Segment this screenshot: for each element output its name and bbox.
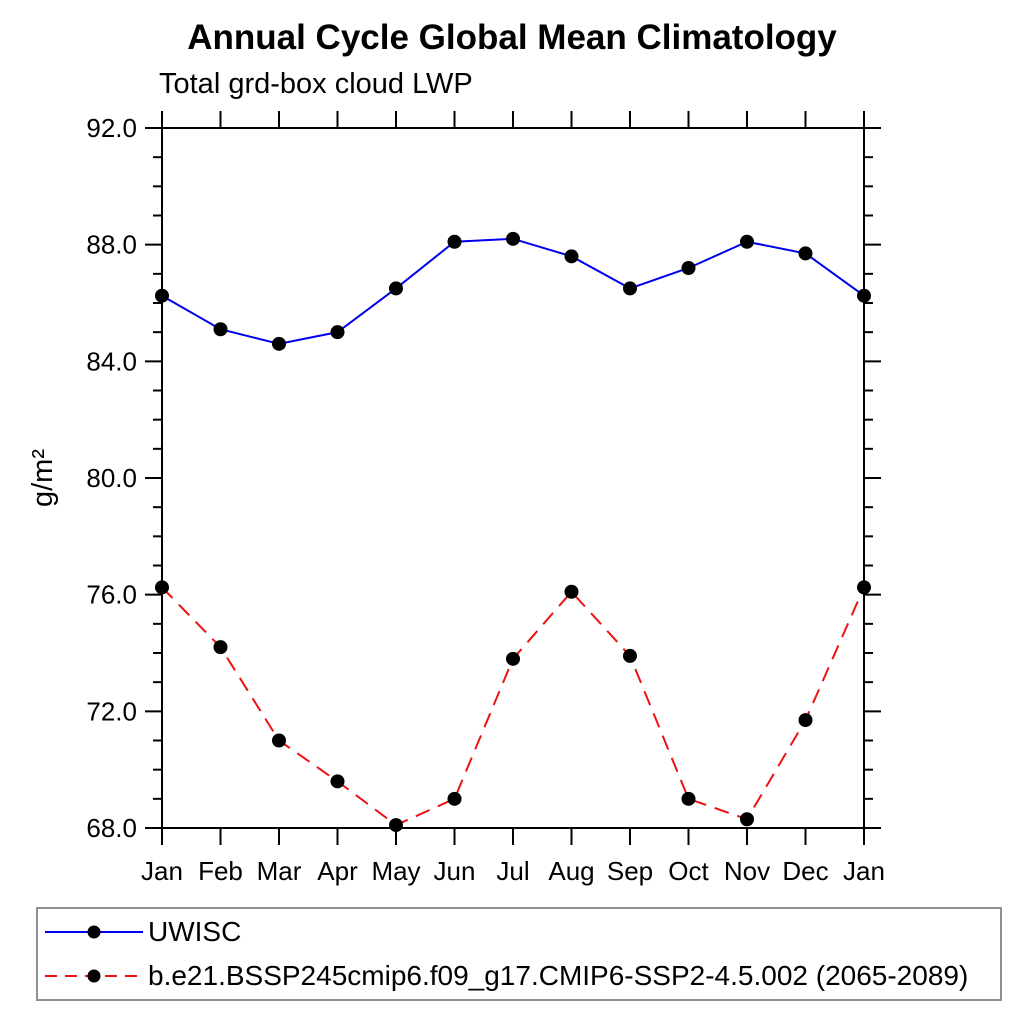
data-point-marker [389, 818, 403, 833]
x-axis-tick-label: May [371, 856, 420, 886]
data-point-marker [272, 336, 286, 351]
data-point-marker [798, 246, 813, 261]
y-axis-tick-label: 80.0 [86, 463, 137, 493]
legend-box: UWISC b.e21.BSSP245cmip6.f09_g17.CMIP6-S… [36, 907, 1002, 1001]
data-point-marker [506, 651, 520, 666]
series-lines [161, 237, 865, 827]
data-point-marker [623, 281, 637, 296]
data-point-marker [740, 234, 754, 249]
x-axis-tick-label: Oct [668, 856, 709, 886]
y-axis-tick-label: 72.0 [86, 696, 137, 726]
y-axis-tick-label: 68.0 [86, 813, 137, 843]
series-line-uwisc [161, 237, 865, 345]
x-axis-tick-label: Jul [496, 856, 529, 886]
x-axis-tick-label: Sep [607, 856, 653, 886]
data-point-marker [155, 580, 169, 595]
data-point-marker [506, 231, 520, 246]
data-point-marker [740, 812, 754, 827]
data-point-marker [272, 733, 286, 748]
data-point-marker [213, 640, 228, 655]
data-point-marker [681, 791, 696, 806]
axes: Jan Feb Mar Apr May Jun Jul Aug Sep Oct Nov Dec Jan 9… [86, 111, 885, 886]
data-point-marker [798, 713, 813, 728]
x-axis-tick-label: Dec [782, 856, 828, 886]
data-point-markers [155, 231, 871, 833]
legend-line-sample-uwisc [45, 925, 143, 939]
y-axis-tick-label: 88.0 [86, 230, 137, 260]
legend-label-ssp245: b.e21.BSSP245cmip6.f09_g17.CMIP6-SSP2-4.… [148, 960, 969, 991]
y-axis-tick-label: 92.0 [86, 113, 137, 143]
y-axis-tick-label: 84.0 [86, 346, 137, 376]
x-axis-tick-label: Feb [198, 856, 243, 886]
legend-item-uwisc: UWISC [42, 910, 1000, 954]
data-point-marker [681, 261, 696, 275]
data-point-marker [623, 648, 637, 663]
chart-subtitle: Total grd-box cloud LWP [159, 68, 473, 100]
data-point-marker [564, 249, 579, 264]
legend-label-uwisc: UWISC [148, 916, 242, 947]
x-axis-tick-label: Mar [257, 856, 302, 886]
x-axis-tick-label: Aug [548, 856, 594, 886]
data-point-marker [857, 580, 871, 595]
x-axis-tick-label: Jan [843, 856, 885, 886]
data-point-marker [330, 774, 345, 789]
legend-line-sample-ssp245 [45, 969, 143, 983]
x-axis-tick-label: Apr [317, 856, 358, 886]
x-axis-tick-label: Nov [724, 856, 770, 886]
x-axis-tick-label: Jan [141, 856, 183, 886]
data-point-marker [564, 584, 579, 599]
y-axis-title: g/m² [27, 449, 59, 507]
data-point-marker [857, 288, 871, 303]
data-point-marker [155, 288, 169, 303]
legend-item-ssp245: b.e21.BSSP245cmip6.f09_g17.CMIP6-SSP2-4.… [42, 954, 1000, 998]
data-point-marker [447, 791, 462, 806]
x-axis-tick-label: Jun [434, 856, 476, 886]
data-point-marker [330, 325, 345, 340]
data-point-marker [213, 322, 228, 337]
data-point-marker [389, 281, 403, 296]
series-line-ssp245 [161, 586, 865, 827]
data-point-marker [447, 234, 462, 249]
y-axis-tick-label: 76.0 [86, 580, 137, 610]
chart-title: Annual Cycle Global Mean Climatology [187, 18, 837, 57]
